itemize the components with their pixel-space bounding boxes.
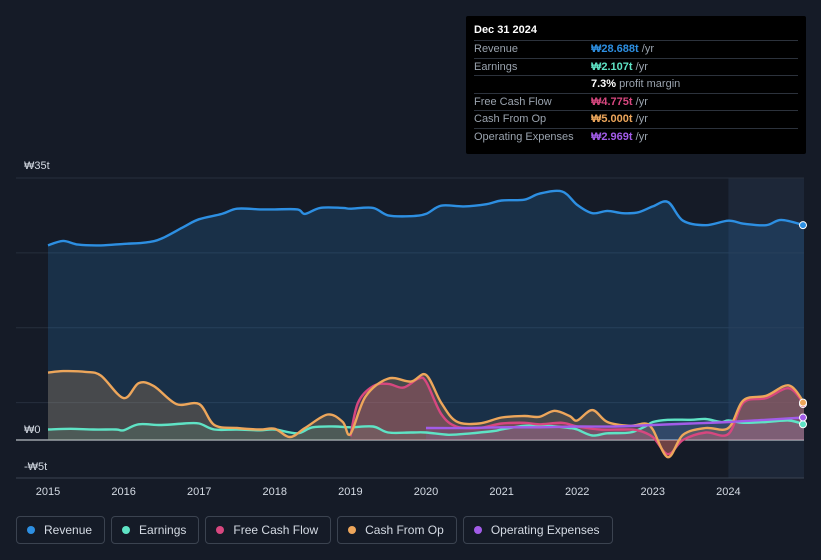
tooltip-row-label xyxy=(474,76,591,93)
earnings-area xyxy=(48,418,804,440)
tooltip-row-label: Operating Expenses xyxy=(474,130,574,143)
revenue-line xyxy=(47,189,805,247)
tooltip-date: Dec 31 2024 xyxy=(474,24,537,36)
legend-label: Cash From Op xyxy=(365,523,444,537)
legend-item-earnings[interactable]: Earnings xyxy=(111,516,200,544)
cash-from-op-line xyxy=(47,369,805,459)
cash-from-op-area xyxy=(48,371,804,458)
x-tick-2017: 2017 xyxy=(187,486,211,498)
tooltip-row-value: ₩2.107t /yr xyxy=(591,60,648,73)
legend-label: Operating Expenses xyxy=(490,523,600,537)
x-tick-2023: 2023 xyxy=(641,486,665,498)
revenue-area xyxy=(48,190,804,440)
x-tick-2018: 2018 xyxy=(263,486,287,498)
tooltip-row-label: Free Cash Flow xyxy=(474,95,552,108)
x-tick-2021: 2021 xyxy=(489,486,513,498)
tooltip-row-label: Cash From Op xyxy=(474,113,547,125)
x-tick-2016: 2016 xyxy=(111,486,135,498)
legend-label: Free Cash Flow xyxy=(233,523,319,537)
tooltip-row-value: ₩2.969t /yr xyxy=(591,130,648,143)
tooltip-row-value: ₩5.000t /yr xyxy=(591,113,648,125)
tooltip-row-label: Revenue xyxy=(474,43,519,55)
tooltip-row: Free Cash Flow ₩4.775t /yr xyxy=(474,92,798,111)
tooltip-row-value: ₩28.688t /yr xyxy=(591,43,654,55)
legend-item-revenue[interactable]: Revenue xyxy=(16,516,106,544)
x-tick-2022: 2022 xyxy=(565,486,589,498)
free-cash-flow-line xyxy=(349,376,805,456)
tooltip: Dec 31 2024 Revenue ₩28.688t /yr Earnings ₩… xyxy=(466,16,806,154)
legend-dot-icon xyxy=(122,526,131,534)
tooltip-row-value: 7.3% profit margin xyxy=(591,78,681,90)
legend-dot-icon xyxy=(27,526,35,534)
earnings-end-marker xyxy=(799,420,807,429)
legend-item-cash-from-op[interactable]: Cash From Op xyxy=(337,516,457,544)
legend-item-free-cash-flow[interactable]: Free Cash Flow xyxy=(205,516,332,544)
tooltip-row-label: Earnings xyxy=(474,60,518,73)
legend: Revenue Earnings Free Cash Flow Cash From O… xyxy=(16,516,613,546)
legend-item-operating-expenses[interactable]: Operating Expenses xyxy=(462,516,613,544)
x-tick-2019: 2019 xyxy=(338,486,362,498)
y-label-bottom: -₩5t xyxy=(24,461,47,473)
legend-dot-icon xyxy=(216,526,225,534)
legend-label: Earnings xyxy=(139,523,187,537)
y-label-top: ₩35t xyxy=(24,160,50,172)
tooltip-row: 7.3% profit margin xyxy=(474,75,798,93)
cash-from-op-end-marker xyxy=(799,398,807,407)
legend-dot-icon xyxy=(473,526,482,534)
tooltip-row: Revenue ₩28.688t /yr xyxy=(474,40,798,58)
x-tick-2024: 2024 xyxy=(716,486,740,498)
tooltip-row-value: ₩4.775t /yr xyxy=(591,95,648,108)
x-tick-2015: 2015 xyxy=(36,486,60,498)
revenue-end-marker xyxy=(799,221,807,230)
operating-expenses-end-marker xyxy=(799,413,807,422)
tooltip-row: Operating Expenses ₩2.969t /yr xyxy=(474,127,798,146)
x-tick-2020: 2020 xyxy=(414,486,438,498)
legend-dot-icon xyxy=(348,526,357,534)
earnings-line xyxy=(47,417,805,437)
tooltip-row: Cash From Op ₩5.000t /yr xyxy=(474,110,798,128)
operating-expenses-line xyxy=(425,416,805,430)
tooltip-row: Earnings ₩2.107t /yr xyxy=(474,57,798,76)
y-label-zero: ₩0 xyxy=(24,424,41,436)
legend-label: Revenue xyxy=(44,523,93,537)
